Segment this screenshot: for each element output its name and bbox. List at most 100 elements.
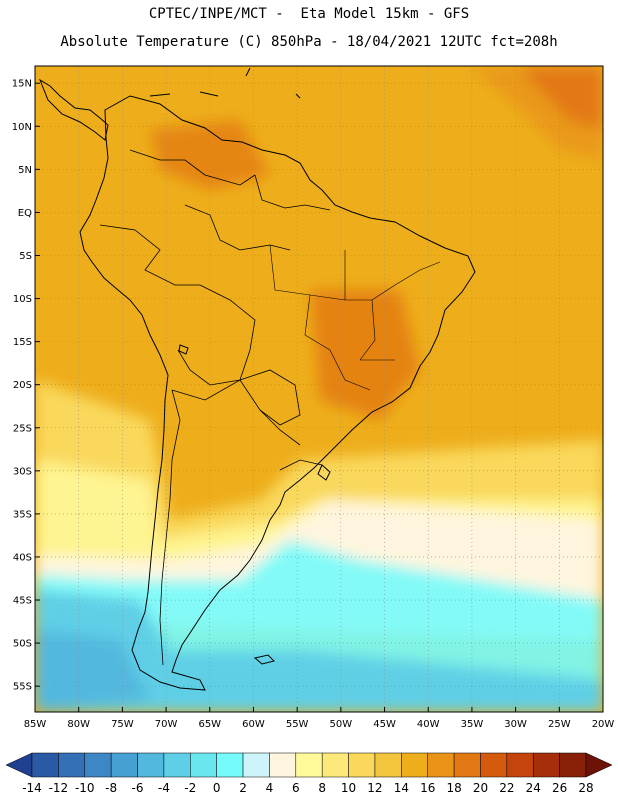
lon-label: 60W xyxy=(242,719,265,730)
lat-label: 35S xyxy=(13,509,32,520)
colorbar-label: 20 xyxy=(473,781,488,795)
field-light-blue xyxy=(35,590,603,712)
lat-label: 45S xyxy=(13,596,32,607)
colombia-peru-border xyxy=(99,224,200,286)
colorbar-swatch xyxy=(216,752,244,778)
bolivia-border xyxy=(177,284,256,386)
lat-label: 25S xyxy=(13,423,32,434)
colorbar-swatch xyxy=(190,752,217,778)
lat-label: 5S xyxy=(19,251,32,262)
colorbar-label: 4 xyxy=(266,781,274,795)
lon-label: 75W xyxy=(111,719,134,730)
lon-label: 55W xyxy=(286,719,309,730)
colorbar-label: 28 xyxy=(578,781,593,795)
colorbar-label: 0 xyxy=(213,781,221,795)
lon-label: 40W xyxy=(417,719,440,730)
coastlines xyxy=(38,67,476,691)
colorbar-label: -4 xyxy=(158,781,170,795)
longitude-labels: 85W 80W 75W 70W 65W 60W 55W 50W 45W 40W 35W 30W 25W 2… xyxy=(24,719,615,730)
lat-label: 15S xyxy=(13,337,32,348)
lat-label: 30S xyxy=(13,466,32,477)
temperature-field xyxy=(35,66,603,712)
colorbar-label: -10 xyxy=(75,781,95,795)
lat-label: 5N xyxy=(18,165,32,176)
title-line-1: CPTEC/INPE/MCT - Eta Model 15km - GFS xyxy=(148,6,470,22)
lon-label: 25W xyxy=(548,719,571,730)
colorbar-swatch xyxy=(31,752,59,778)
colorbar-label: -14 xyxy=(22,781,42,795)
lon-label: 50W xyxy=(330,719,353,730)
lon-label: 80W xyxy=(67,719,90,730)
colorbar-min-arrow xyxy=(5,752,33,778)
venezuela-border xyxy=(129,149,256,186)
field-hot-brazil xyxy=(310,290,420,420)
colorbar-swatch xyxy=(480,752,508,778)
axis-ticks xyxy=(34,82,604,712)
lon-label: 45W xyxy=(373,719,396,730)
colorbar-swatch xyxy=(427,752,455,778)
lon-label: 65W xyxy=(198,719,221,730)
falkland-islands xyxy=(253,654,275,665)
lat-label: 50S xyxy=(13,639,32,650)
colorbar-label: 18 xyxy=(446,781,461,795)
colorbar-max-arrow xyxy=(585,752,613,778)
colorbar-swatch xyxy=(374,752,402,778)
colorbar-swatch xyxy=(532,752,560,778)
colorbar-label: 6 xyxy=(292,781,300,795)
lon-label: 35W xyxy=(461,719,484,730)
lat-label: 55S xyxy=(13,682,32,693)
map-frame xyxy=(34,65,604,713)
colorbar-label: -2 xyxy=(184,781,196,795)
lat-label: 20S xyxy=(13,380,32,391)
caribbean-islands xyxy=(149,67,301,99)
colorbar-label: -12 xyxy=(49,781,69,795)
argentina-north-border xyxy=(171,379,301,446)
lon-label: 30W xyxy=(504,719,527,730)
lat-label: 40S xyxy=(13,552,32,563)
colorbar-label: 12 xyxy=(367,781,382,795)
argentina-chile-border xyxy=(159,389,181,666)
colorbar-swatch xyxy=(163,752,191,778)
colorbar-swatch xyxy=(84,752,112,778)
lon-label: 20W xyxy=(592,719,615,730)
guianas-border xyxy=(254,174,331,211)
colorbar-label: 16 xyxy=(420,781,435,795)
country-borders xyxy=(99,149,441,666)
title-line-2: Absolute Temperature (C) 850hPa - 18/04/… xyxy=(60,34,558,50)
south-america-coastline xyxy=(79,95,476,691)
colorbar-swatch xyxy=(269,752,297,778)
colorbar-swatch xyxy=(321,752,349,778)
field-hot-northeast xyxy=(520,66,603,130)
lat-label: 10N xyxy=(12,122,32,133)
colorbar-swatch xyxy=(559,752,587,778)
colorbar-label: 22 xyxy=(499,781,514,795)
colorbar-label: 2 xyxy=(239,781,247,795)
brazil-states xyxy=(269,244,441,391)
field-blue-southwest xyxy=(35,630,150,712)
colorbar-label: 26 xyxy=(552,781,567,795)
colorbar-swatch xyxy=(242,752,270,778)
colorbar-swatch xyxy=(58,752,86,778)
lat-label: 10S xyxy=(13,294,32,305)
colorbar xyxy=(5,752,613,778)
colorbar-labels: -14 -12 -10 -8 -6 -4 -2 0 2 4 6 8 10 12 14 16 18 20 22 24 26… xyxy=(22,781,593,795)
lon-label: 85W xyxy=(24,719,47,730)
colorbar-swatch xyxy=(506,752,534,778)
central-america-coastline xyxy=(38,78,109,141)
colorbar-label: 8 xyxy=(318,781,326,795)
colorbar-label: 24 xyxy=(526,781,541,795)
colorbar-label: 10 xyxy=(341,781,356,795)
colorbar-label: 14 xyxy=(394,781,409,795)
colorbar-swatch xyxy=(110,752,138,778)
colorbar-swatch xyxy=(453,752,481,778)
colorbar-swatch xyxy=(401,752,428,778)
brazil-west-border xyxy=(184,204,291,251)
lat-label: EQ xyxy=(18,208,32,219)
lat-label: 15N xyxy=(12,79,32,90)
paraguay-border xyxy=(239,369,301,426)
colorbar-swatch xyxy=(348,752,376,778)
lake-titicaca xyxy=(178,344,189,355)
colorbar-swatch xyxy=(137,752,165,778)
colorbar-label: -8 xyxy=(105,781,117,795)
